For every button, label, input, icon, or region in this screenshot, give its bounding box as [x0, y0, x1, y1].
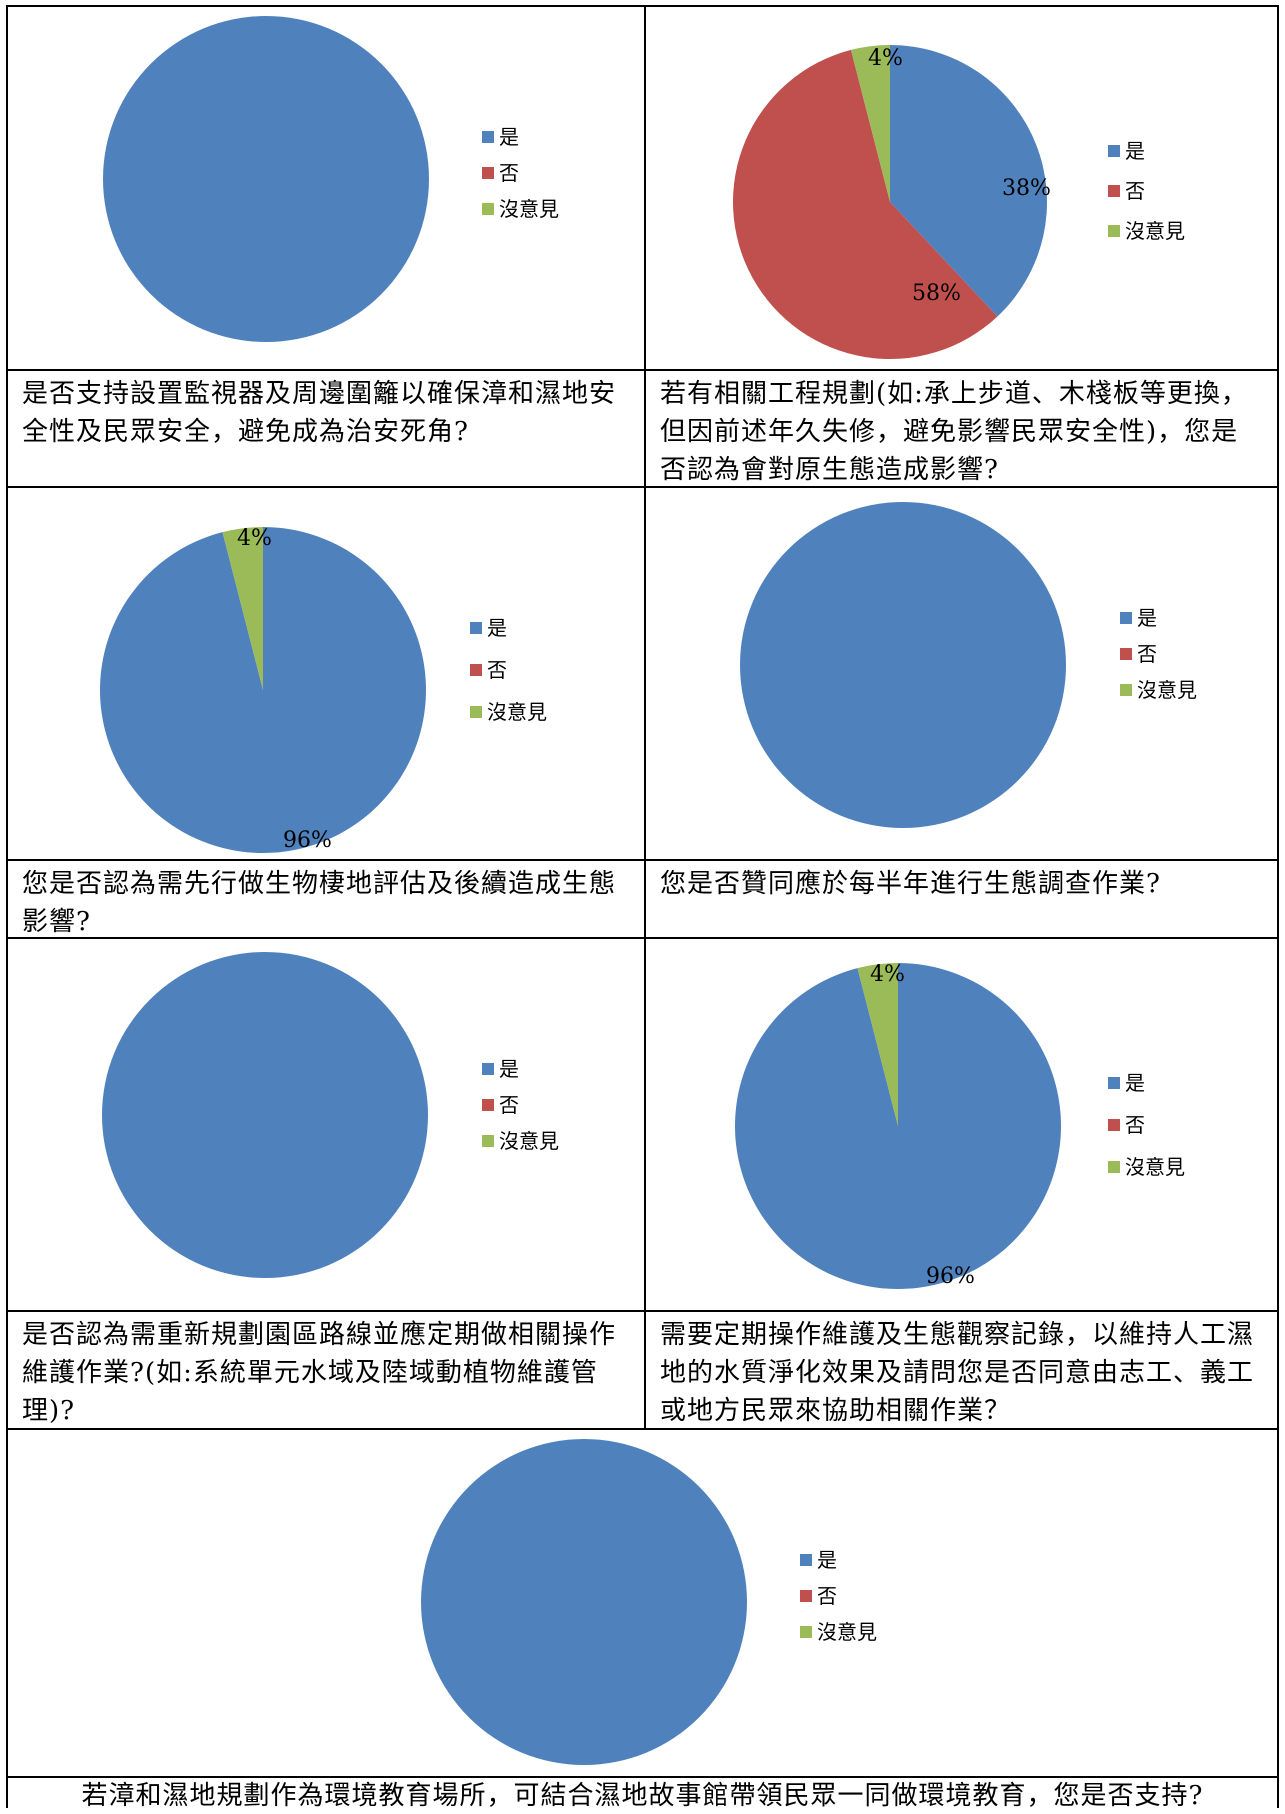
- table-border-left: [6, 5, 8, 1808]
- pie-slice-yes: [890, 45, 1047, 317]
- legend-swatch-neutral: [482, 203, 494, 215]
- question-caption-6: 需要定期操作維護及生態觀察記錄，以維持人工濕地的水質淨化效果及請問您是否同意由志…: [660, 1320, 1255, 1426]
- data-label-neutral: 4%: [237, 526, 272, 551]
- legend-swatch-yes: [800, 1554, 812, 1566]
- legend-label-no: 否: [1125, 179, 1145, 203]
- pie-chart-cell-5: 是否沒意見: [8, 939, 644, 1310]
- legend-label-yes: 是: [499, 1057, 519, 1081]
- legend-swatch-yes: [482, 1063, 494, 1075]
- legend-label-neutral: 沒意見: [1137, 678, 1197, 702]
- legend-label-neutral: 沒意見: [1125, 1155, 1185, 1179]
- table-border-top: [6, 5, 1279, 7]
- legend-label-no: 否: [1125, 1113, 1145, 1137]
- legend-swatch-no: [470, 664, 482, 676]
- legend-swatch-neutral: [1108, 1161, 1120, 1173]
- legend-swatch-neutral: [470, 706, 482, 718]
- legend-label-no: 否: [1137, 642, 1157, 666]
- table-row-line: [6, 859, 1279, 861]
- legend-swatch-neutral: [1108, 225, 1120, 237]
- legend-label-no: 否: [817, 1584, 837, 1608]
- pie-slice-yes: [103, 16, 429, 342]
- pie-slice-yes: [740, 502, 1066, 828]
- question-caption-5: 是否認為需重新規劃園區路線並應定期做相關操作維護作業?(如:系統單元水域及陸域動…: [22, 1320, 617, 1426]
- pie-slice-neutral: [857, 963, 898, 1126]
- question-caption-1: 是否支持設置監視器及周邊圍籬以確保漳和濕地安全性及民眾安全，避免成為治安死角?: [22, 379, 617, 447]
- legend-swatch-no: [1120, 648, 1132, 660]
- legend-swatch-yes: [1120, 612, 1132, 624]
- data-label-yes: 96%: [926, 1264, 975, 1289]
- legend-swatch-neutral: [800, 1626, 812, 1638]
- legend-label-neutral: 沒意見: [499, 197, 559, 221]
- table-row-line: [6, 369, 1279, 371]
- pie-chart-cell-4: 是否沒意見: [646, 488, 1277, 859]
- table-mid-divider: [644, 5, 646, 1429]
- pie-chart-cell-2: 38% 58% 4% 是否沒意見: [646, 7, 1277, 369]
- legend-label-neutral: 沒意見: [817, 1620, 877, 1644]
- table-row-line: [6, 1776, 1279, 1778]
- table-row-line: [6, 1428, 1279, 1430]
- legend-label-yes: 是: [1125, 139, 1145, 163]
- pie-chart-cell-3: 96% 4% 是否沒意見: [8, 488, 644, 859]
- question-caption-3: 您是否認為需先行做生物棲地評估及後續造成生態影響?: [22, 869, 617, 937]
- question-caption-4: 您是否贊同應於每半年進行生態調查作業?: [660, 869, 1161, 899]
- legend-swatch-yes: [1108, 1077, 1120, 1089]
- data-label-no: 58%: [912, 281, 961, 306]
- pie-chart-cell-1: 是否沒意見: [8, 7, 644, 369]
- legend-swatch-no: [1108, 1119, 1120, 1131]
- legend-swatch-no: [482, 167, 494, 179]
- table-row-line: [6, 486, 1279, 488]
- data-label-yes: 96%: [283, 828, 332, 853]
- legend-label-yes: 是: [1137, 606, 1157, 630]
- data-label-neutral: 4%: [868, 46, 903, 71]
- legend-label-no: 否: [487, 658, 507, 682]
- legend-swatch-yes: [470, 622, 482, 634]
- question-caption-7: 若漳和濕地規劃作為環境教育場所，可結合濕地故事館帶領民眾一同做環境教育，您是否支…: [81, 1781, 1204, 1811]
- pie-chart-cell-7: 是否沒意見: [8, 1430, 1277, 1776]
- legend-label-neutral: 沒意見: [1125, 219, 1185, 243]
- question-caption-2: 若有相關工程規劃(如:承上步道、木棧板等更換，但因前述年久失修，避免影響民眾安全…: [660, 379, 1248, 485]
- data-label-neutral: 4%: [870, 962, 905, 987]
- legend-label-neutral: 沒意見: [499, 1129, 559, 1153]
- pie-slice-yes: [421, 1439, 747, 1765]
- pie-slice-yes: [99, 527, 426, 853]
- legend-label-yes: 是: [499, 125, 519, 149]
- pie-slice-no: [733, 49, 998, 360]
- legend-label-yes: 是: [1125, 1071, 1145, 1095]
- legend-swatch-no: [800, 1590, 812, 1602]
- legend-swatch-yes: [1108, 145, 1120, 157]
- pie-slice-neutral: [850, 45, 890, 202]
- pie-slice-neutral: [222, 527, 263, 690]
- legend-label-yes: 是: [487, 616, 507, 640]
- legend-label-neutral: 沒意見: [487, 700, 547, 724]
- legend-swatch-no: [482, 1099, 494, 1111]
- pie-slice-yes: [102, 952, 428, 1278]
- pie-chart-cell-6: 96% 4% 是否沒意見: [646, 939, 1277, 1310]
- legend-swatch-yes: [482, 131, 494, 143]
- legend-swatch-no: [1108, 185, 1120, 197]
- table-row-line: [6, 937, 1279, 939]
- legend-swatch-neutral: [1120, 684, 1132, 696]
- legend-label-no: 否: [499, 161, 519, 185]
- legend-label-yes: 是: [817, 1548, 837, 1572]
- data-label-yes: 38%: [1002, 176, 1051, 201]
- table-row-line: [6, 1310, 1279, 1312]
- legend-swatch-neutral: [482, 1135, 494, 1147]
- legend-label-no: 否: [499, 1093, 519, 1117]
- table-border-right: [1277, 5, 1279, 1808]
